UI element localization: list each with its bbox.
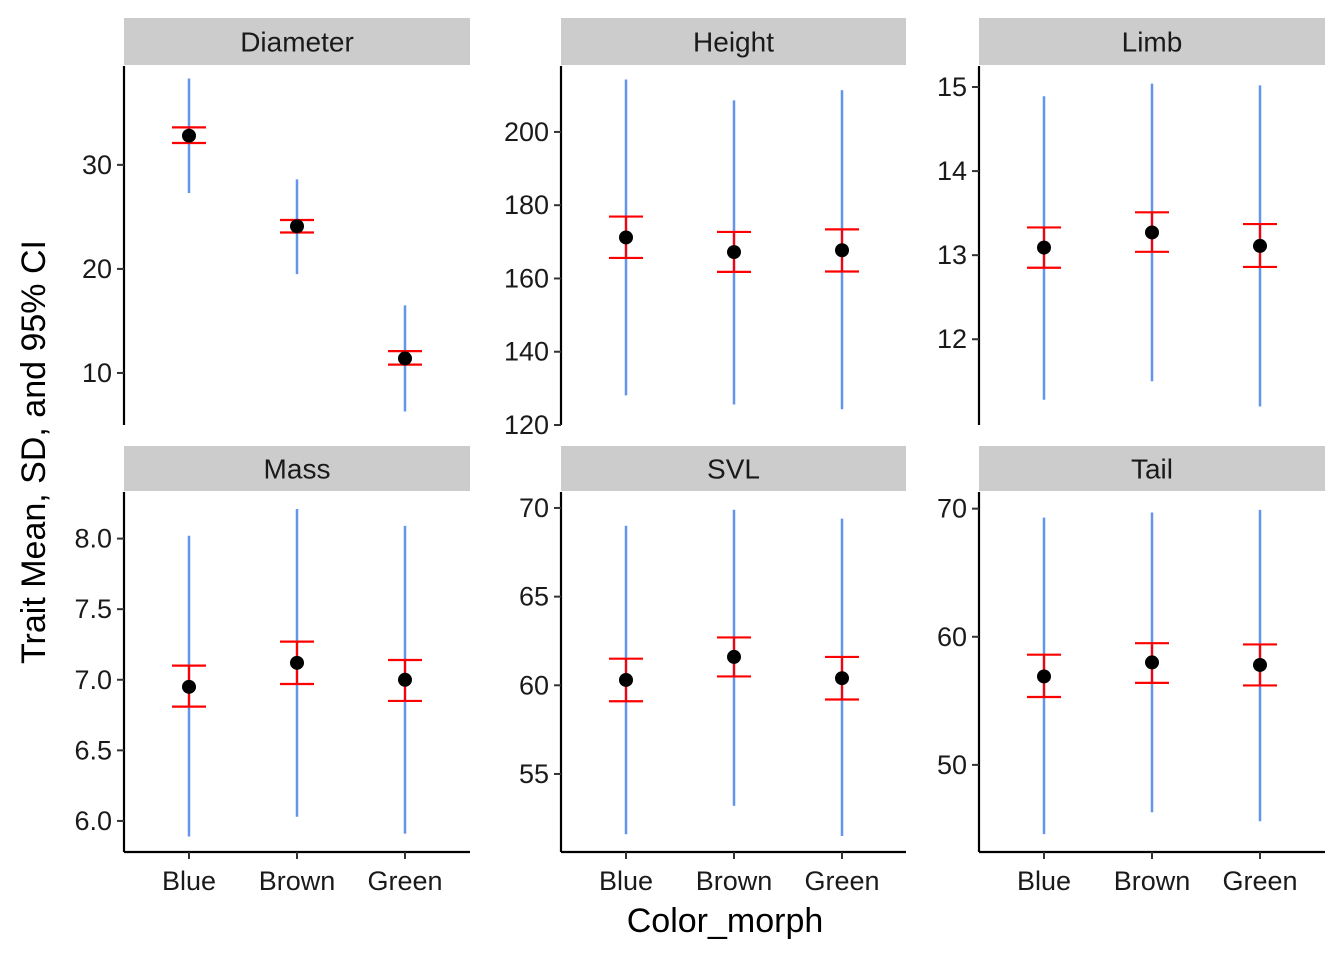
- mean-point-green: [835, 671, 849, 686]
- mean-point-blue: [619, 230, 633, 245]
- x-tick-label: Blue: [1017, 866, 1071, 896]
- y-tick-label: 70: [937, 494, 967, 524]
- mean-point-green: [398, 351, 412, 366]
- facet-panel-mass: Mass 6.0 6.5 7.0 7.5 8.0 Blue Brown Green: [74, 446, 470, 896]
- y-tick-label: 200: [504, 117, 549, 147]
- y-tick-label: 120: [504, 410, 549, 440]
- facet-strip-label: Limb: [1122, 27, 1183, 58]
- y-tick-label: 6.0: [74, 806, 112, 836]
- facet-strip: [124, 18, 470, 65]
- y-tick-label: 8.0: [74, 524, 112, 554]
- mean-point-blue: [619, 672, 633, 687]
- y-axis-title: Trait Mean, SD, and 95% CI: [15, 240, 53, 664]
- mean-point-brown: [727, 649, 741, 664]
- facet-panel-height: Height 120 140 160 180 200: [504, 18, 906, 440]
- facet-strip: [124, 446, 470, 491]
- mean-point-green: [1253, 657, 1267, 672]
- mean-point-green: [398, 672, 412, 687]
- y-tick-label: 10: [82, 358, 112, 388]
- facet-strip: [561, 446, 906, 491]
- y-tick-label: 140: [504, 337, 549, 367]
- y-tick-label: 160: [504, 263, 549, 293]
- mean-point-green: [835, 243, 849, 258]
- facet-panel-limb: Limb 12 13 14 15: [937, 18, 1325, 425]
- x-tick-label: Green: [804, 866, 879, 896]
- x-tick-label: Green: [1222, 866, 1297, 896]
- y-tick-label: 55: [519, 759, 549, 789]
- mean-point-brown: [290, 219, 304, 234]
- x-tick-label: Brown: [1114, 866, 1191, 896]
- facet-strip-label: Diameter: [240, 27, 354, 58]
- y-tick-label: 65: [519, 582, 549, 612]
- facet-strip: [979, 18, 1325, 65]
- y-tick-label: 14: [937, 156, 967, 186]
- facet-panel-diameter: Diameter 10 20 30: [82, 18, 470, 425]
- mean-point-blue: [1037, 240, 1051, 255]
- x-tick-label: Brown: [259, 866, 336, 896]
- y-tick-label: 50: [937, 750, 967, 780]
- facet-strip-label: Tail: [1131, 454, 1173, 485]
- x-tick-label: Brown: [696, 866, 773, 896]
- y-tick-label: 60: [519, 670, 549, 700]
- facet-strip: [561, 18, 906, 65]
- y-tick-label: 20: [82, 254, 112, 284]
- facet-strip: [979, 446, 1325, 491]
- y-tick-label: 7.0: [74, 665, 112, 695]
- mean-point-brown: [1145, 225, 1159, 240]
- facet-strip-label: SVL: [707, 454, 760, 485]
- y-tick-label: 30: [82, 150, 112, 180]
- y-tick-label: 7.5: [74, 594, 112, 624]
- x-tick-label: Blue: [599, 866, 653, 896]
- facet-strip-label: Height: [693, 27, 774, 58]
- facet-panel-svl: SVL 55 60 65 70 Blue Brown Green: [519, 446, 906, 896]
- x-axis-title: Color_morph: [627, 902, 824, 940]
- y-tick-label: 60: [937, 622, 967, 652]
- mean-point-brown: [727, 245, 741, 260]
- y-tick-label: 12: [937, 324, 967, 354]
- facet-strip-label: Mass: [264, 454, 331, 485]
- mean-point-blue: [1037, 669, 1051, 684]
- x-tick-label: Green: [367, 866, 442, 896]
- y-tick-label: 13: [937, 240, 967, 270]
- y-tick-label: 70: [519, 493, 549, 523]
- mean-point-blue: [182, 128, 196, 143]
- facet-panel-tail: Tail 50 60 70 Blue Brown Green: [937, 446, 1325, 896]
- mean-point-blue: [182, 679, 196, 694]
- panels-layer: Diameter 10 20 30 Height 120 140 160 180 200 Limb 1…: [74, 18, 1325, 896]
- mean-point-brown: [290, 655, 304, 670]
- mean-point-brown: [1145, 655, 1159, 670]
- y-tick-label: 180: [504, 190, 549, 220]
- x-tick-label: Blue: [162, 866, 216, 896]
- y-tick-label: 15: [937, 72, 967, 102]
- y-tick-label: 6.5: [74, 735, 112, 765]
- mean-point-green: [1253, 238, 1267, 253]
